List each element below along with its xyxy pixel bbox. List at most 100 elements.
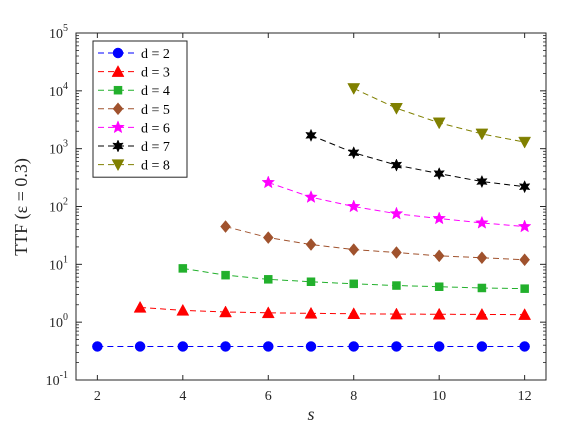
legend-marker xyxy=(112,139,124,153)
data-point xyxy=(391,246,402,259)
data-point xyxy=(476,251,488,265)
data-point xyxy=(390,158,403,172)
data-point xyxy=(433,167,445,181)
x-axis-ticks: 2 4 6 8 10 12 xyxy=(94,33,532,404)
data-point xyxy=(178,264,188,273)
x-tick-label: 8 xyxy=(350,389,357,404)
data-point xyxy=(390,307,403,320)
series-8 xyxy=(347,83,532,149)
series-5 xyxy=(220,220,530,267)
data-point xyxy=(476,174,488,189)
x-tick-label: 10 xyxy=(432,389,446,404)
data-point xyxy=(264,275,273,284)
data-point xyxy=(476,341,488,352)
data-point xyxy=(220,341,231,352)
legend-entry: d = 6 xyxy=(98,120,170,136)
data-point xyxy=(219,305,232,318)
data-point xyxy=(346,199,361,213)
legend-marker xyxy=(111,120,125,134)
x-tick-label: 2 xyxy=(94,389,101,404)
y-tick-label: 103 xyxy=(49,139,68,158)
y-tick-label: 105 xyxy=(49,23,68,42)
data-point xyxy=(306,277,316,286)
data-point xyxy=(262,231,274,244)
data-point xyxy=(432,211,447,225)
legend-marker xyxy=(112,102,124,116)
data-point xyxy=(433,341,445,352)
legend-entry: d = 3 xyxy=(98,65,170,81)
data-point xyxy=(92,341,103,352)
data-point xyxy=(261,175,276,189)
legend-marker xyxy=(111,159,125,172)
data-point xyxy=(177,341,189,352)
legend-label: d = 7 xyxy=(141,140,170,155)
x-tick-label: 12 xyxy=(518,389,532,404)
legend-label: d = 6 xyxy=(141,121,170,136)
series-7 xyxy=(305,128,531,194)
data-point xyxy=(304,189,318,203)
data-point xyxy=(433,249,445,263)
series-line xyxy=(140,306,525,316)
x-axis-label: s xyxy=(307,404,314,424)
legend-label: d = 2 xyxy=(141,47,170,62)
y-tick-label: 101 xyxy=(49,254,68,273)
series-line xyxy=(310,134,525,188)
legend-entry: d = 8 xyxy=(98,159,170,174)
y-axis-label: TTF (ε = 0.3) xyxy=(11,158,32,256)
legend-label: d = 8 xyxy=(141,159,170,174)
legend-marker xyxy=(112,47,124,59)
series-layer xyxy=(92,83,532,352)
data-point xyxy=(347,83,361,95)
legend-entry: d = 4 xyxy=(98,84,170,99)
data-point xyxy=(134,341,146,352)
data-point xyxy=(349,279,358,289)
data-point xyxy=(305,341,317,352)
y-tick-label: 100 xyxy=(49,312,68,331)
data-point xyxy=(347,307,361,319)
data-point xyxy=(475,307,489,320)
data-point xyxy=(348,341,359,352)
data-point xyxy=(518,136,532,149)
legend: d = 2 d = 3 d = 4 d = 5 d = 6 d = 7 d = 8 xyxy=(92,40,188,178)
data-point xyxy=(432,117,446,130)
data-point xyxy=(475,128,489,141)
series-3 xyxy=(133,300,532,320)
legend-box xyxy=(92,40,188,178)
legend-label: d = 4 xyxy=(141,84,170,99)
data-point xyxy=(347,146,360,160)
legend-entry: d = 7 xyxy=(98,139,170,155)
data-point xyxy=(133,300,147,313)
data-point xyxy=(475,215,489,229)
legend-entry: d = 2 xyxy=(98,47,170,62)
data-point xyxy=(517,219,532,233)
data-point xyxy=(432,307,446,320)
data-point xyxy=(520,284,529,293)
data-point xyxy=(261,306,275,319)
data-point xyxy=(518,308,532,320)
data-point xyxy=(176,303,190,316)
legend-entry: d = 5 xyxy=(98,102,170,118)
data-point xyxy=(305,128,317,142)
data-point xyxy=(389,206,404,220)
data-point xyxy=(221,270,230,280)
data-point xyxy=(305,238,317,251)
data-point xyxy=(391,341,402,352)
data-point xyxy=(220,220,231,233)
data-point xyxy=(519,253,530,267)
legend-label: d = 5 xyxy=(141,103,170,118)
y-tick-label: 104 xyxy=(49,81,68,100)
y-tick-label: 102 xyxy=(49,197,68,216)
y-tick-label: 10-1 xyxy=(46,370,68,389)
data-point xyxy=(518,180,531,194)
data-point xyxy=(519,341,530,352)
data-point xyxy=(390,102,403,115)
data-point xyxy=(304,306,318,319)
y-axis-ticks: 10-1 100 101 102 103 104 105 xyxy=(46,23,546,389)
data-point xyxy=(477,283,487,293)
data-point xyxy=(263,341,274,352)
series-line xyxy=(225,226,525,261)
data-point xyxy=(392,281,401,290)
legend-marker xyxy=(113,85,123,95)
x-tick-label: 4 xyxy=(179,389,186,404)
